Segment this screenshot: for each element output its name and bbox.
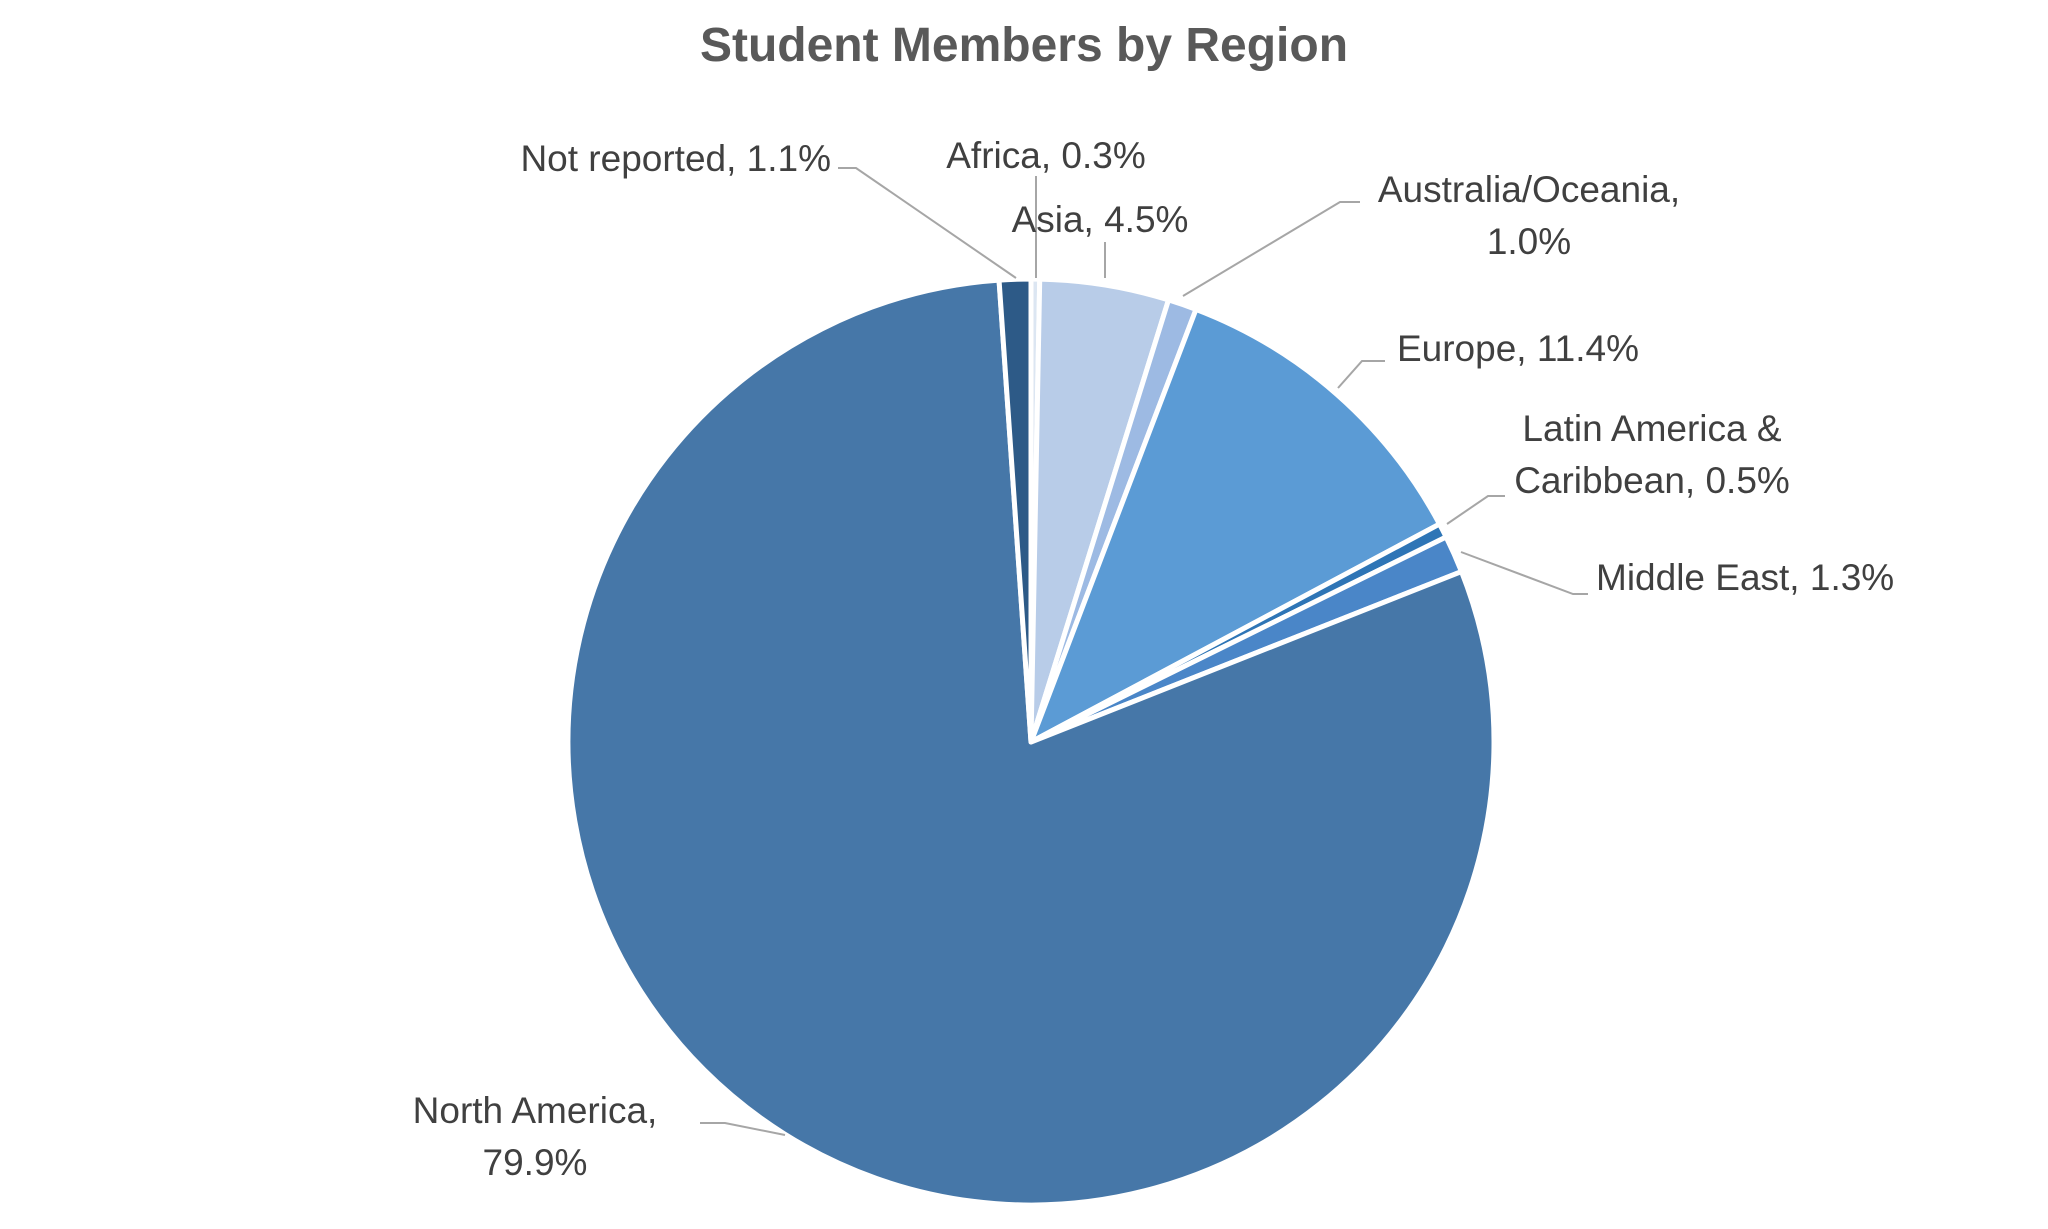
leader-line [838,167,1017,279]
pie-slice [1028,306,1442,745]
chart-title: Student Members by Region [699,19,1349,72]
leader-line [1182,201,1360,297]
leader-line [1446,495,1505,525]
slice-label: Middle East, 1.3% [1596,557,1894,598]
leader-line [1337,360,1385,389]
slice-label: Latin America & Caribbean, 0.5% [1514,408,1790,501]
slice-label: Not reported, 1.1% [520,138,831,179]
slice-label: Asia, 4.5% [1012,199,1189,240]
leader-line [700,1122,786,1136]
slice-label: North America, 79.9% [413,1090,658,1183]
slice-label: Australia/Oceania, 1.0% [1378,169,1680,262]
slice-label: Europe, 11.4% [1397,328,1639,369]
pie-slice [996,276,1034,745]
slice-label: Africa, 0.3% [946,135,1145,176]
leader-line [1460,551,1588,595]
